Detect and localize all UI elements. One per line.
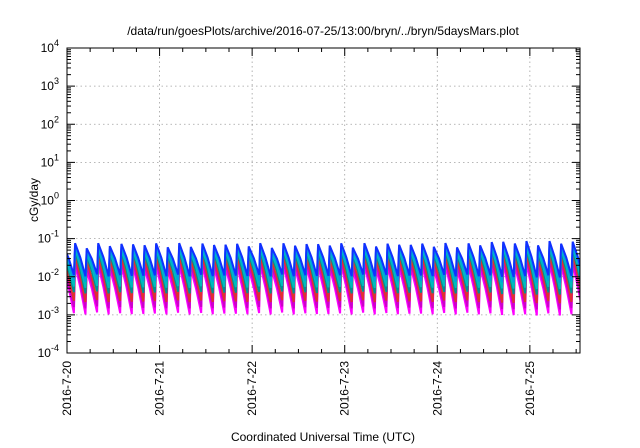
y-tick-label: 10-2	[38, 267, 59, 284]
x-tick-label: 2016-7-22	[245, 361, 259, 416]
x-axis: 2016-7-20 2016-7-21 2016-7-22 2016-7-23 2016…	[60, 48, 577, 416]
series-layer	[67, 240, 580, 316]
series-line-7	[67, 240, 580, 278]
y-tick-label: 102	[41, 114, 59, 131]
y-tick-label: 10-3	[38, 305, 59, 322]
x-tick-label: 2016-7-20	[60, 361, 74, 416]
y-tick-label: 100	[41, 191, 59, 208]
x-tick-label: 2016-7-21	[153, 361, 167, 416]
chart-title: /data/run/goesPlots/archive/2016-07-25/1…	[127, 24, 519, 38]
x-tick-label: 2016-7-23	[338, 361, 352, 416]
x-tick-label: 2016-7-24	[430, 361, 444, 416]
x-tick-label: 2016-7-25	[523, 361, 537, 416]
y-tick-label: 10-4	[38, 343, 59, 360]
y-tick-label: 101	[41, 152, 59, 169]
x-axis-label: Coordinated Universal Time (UTC)	[231, 430, 415, 444]
y-axis: 10-4 10-3 10-2 10-1 100 101 102 103 104	[38, 38, 580, 360]
y-tick-label: 10-1	[38, 229, 59, 246]
y-tick-label: 104	[41, 38, 59, 55]
y-tick-label: 103	[41, 76, 59, 93]
y-axis-label: cGy/day	[27, 178, 41, 222]
